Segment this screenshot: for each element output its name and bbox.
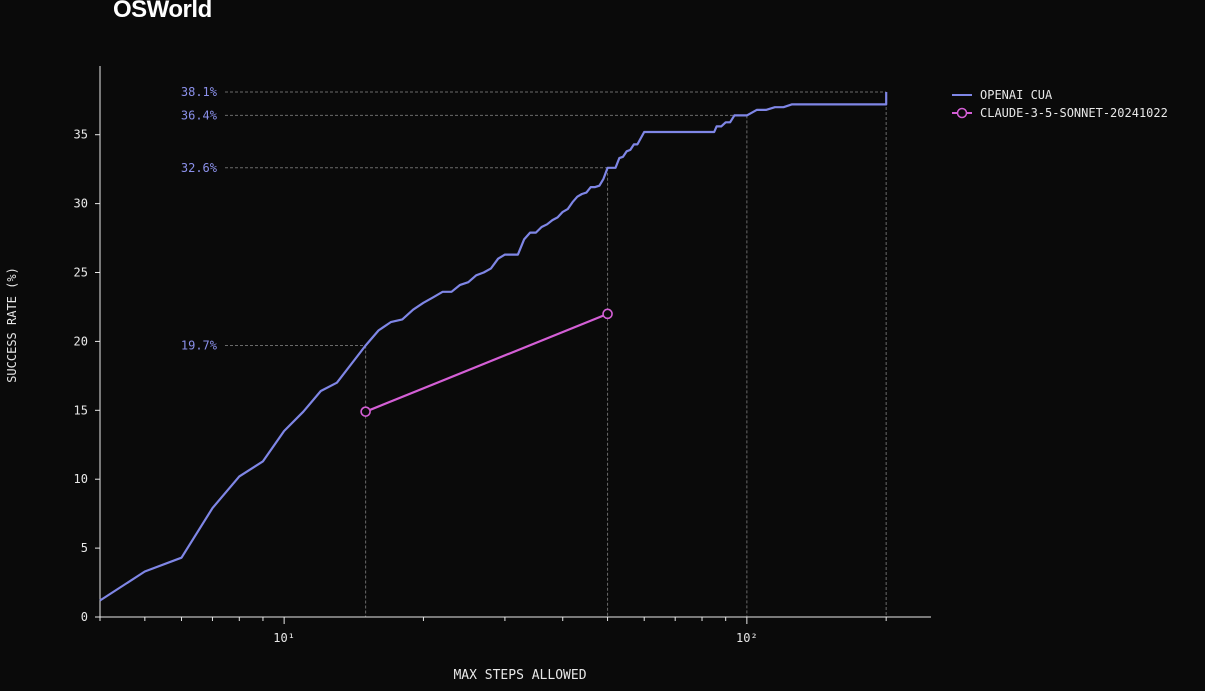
x-axis-label: MAX STEPS ALLOWED (453, 668, 586, 683)
annotation-label: 19.7% (181, 339, 218, 353)
y-axis-label: SUCCESS RATE (%) (5, 267, 19, 383)
annotation-label: 38.1% (181, 85, 218, 99)
guide-lines: 38.1% 36.4% 32.6% 19.7% (181, 85, 887, 617)
y-tick-label: 5 (81, 541, 88, 555)
y-tick-label: 20 (74, 334, 88, 348)
y-tick-label: 15 (74, 403, 88, 417)
series-layer (99, 92, 888, 602)
y-tick-label: 25 (74, 266, 88, 280)
x-tick-label: 10¹ (273, 631, 295, 645)
annotation-label: 36.4% (181, 108, 218, 122)
series-line-1 (365, 312, 609, 413)
data-point (602, 308, 613, 320)
axes: 0 5 10 15 20 25 30 35 10¹ 10² (74, 66, 931, 645)
y-tick-label: 10 (74, 472, 88, 486)
legend-label-0: OPENAI CUA (980, 88, 1053, 102)
legend-label-1: CLAUDE-3-5-SONNET-20241022 (980, 106, 1168, 120)
chart-title: OSWorld (113, 0, 212, 23)
legend-marker-1 (956, 107, 968, 119)
annotation-label: 32.6% (181, 161, 218, 175)
y-tick-label: 30 (74, 197, 88, 211)
legend: OPENAI CUA CLAUDE-3-5-SONNET-20241022 (952, 88, 1168, 120)
series-line-0 (99, 92, 888, 602)
y-tick-label: 0 (81, 610, 88, 624)
y-tick-label: 35 (74, 128, 88, 142)
data-point (360, 406, 371, 417)
x-tick-label: 10² (736, 631, 758, 645)
